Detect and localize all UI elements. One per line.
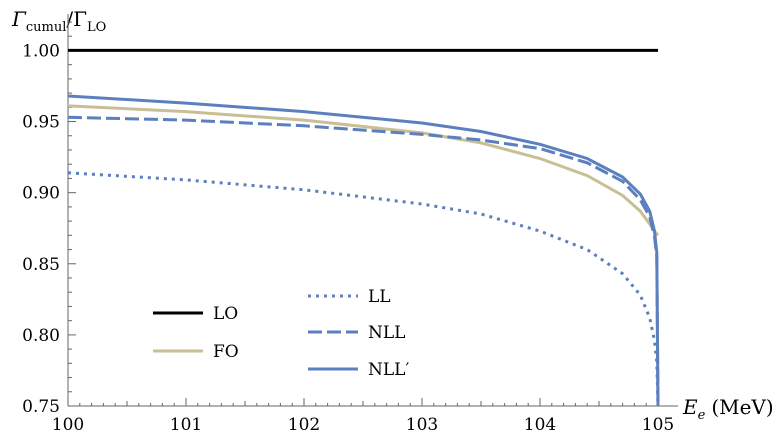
x-tick-label: 103 — [406, 415, 438, 435]
y-tick-label: 0.80 — [22, 326, 60, 346]
series-line-1 — [67, 104, 660, 237]
legend-label-2: LL — [368, 287, 391, 307]
y-tick-label: 0.85 — [22, 255, 60, 275]
legend-label-4: NLL′ — [368, 360, 409, 380]
y-axis-title: Γcumul/ΓLO — [11, 7, 106, 35]
series-line-2 — [67, 171, 660, 407]
y-tick-label: 0.90 — [22, 184, 60, 204]
y-axis-title-main: Γ — [11, 7, 27, 31]
legend: LO FO LL NLL NLL′ — [153, 287, 409, 380]
x-axis-title-sub: e — [698, 408, 706, 423]
x-axis-title-unit: (MeV) — [711, 395, 773, 419]
x-axis-title: Ee (MeV) — [682, 395, 774, 423]
axes: 100 101 102 103 104 105 0.75 0.80 0.85 0.90 0.95 1.… — [22, 14, 678, 435]
y-axis-title-mid: /Γ — [66, 7, 87, 31]
y-tick-label: 0.75 — [22, 397, 60, 417]
x-tick-label: 101 — [170, 415, 202, 435]
y-tick-label: 1.00 — [22, 41, 60, 61]
x-tick-label: 102 — [288, 415, 320, 435]
y-axis-title-sub-den: LO — [87, 20, 106, 35]
legend-label-3: NLL — [368, 323, 405, 343]
plot-area — [67, 48, 660, 407]
series-line-4 — [67, 94, 660, 407]
y-tick-label: 0.95 — [22, 113, 60, 133]
series-line-3 — [67, 115, 660, 407]
legend-label-1: FO — [213, 342, 239, 362]
x-axis-title-var: E — [682, 395, 698, 419]
x-tick-label: 105 — [642, 415, 674, 435]
x-tick-label: 104 — [524, 415, 556, 435]
y-axis-title-sub-num: cumul — [26, 20, 67, 35]
legend-label-0: LO — [213, 304, 238, 324]
x-tick-label: 100 — [52, 415, 84, 435]
